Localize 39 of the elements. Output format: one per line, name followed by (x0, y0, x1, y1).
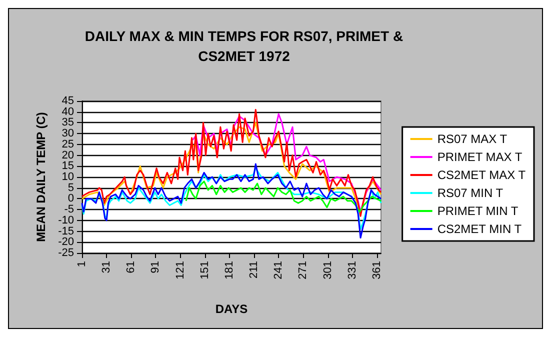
y-tick-label: 25 (62, 138, 74, 150)
x-tick-label: 241 (272, 261, 285, 280)
x-tick-label: 1 (76, 261, 88, 268)
y-tick-label: 20 (62, 149, 74, 162)
legend-label: PRIMET MIN T (437, 204, 519, 218)
x-tick-label: 31 (100, 261, 113, 274)
x-tick-label: 181 (223, 261, 236, 280)
line-series (185, 180, 382, 212)
x-tick-label: 121 (174, 261, 186, 280)
x-tick-label: 211 (248, 261, 260, 279)
legend-label: RS07 MIN T (437, 186, 504, 200)
x-axis-title: DAYS (215, 302, 248, 316)
y-tick-label: 15 (62, 160, 74, 172)
y-tick-label: -20 (58, 236, 74, 248)
y-tick-label: 10 (62, 171, 74, 183)
y-tick-label: 30 (62, 128, 74, 140)
legend-label: RS07 MAX T (437, 132, 508, 146)
x-tick-label: 151 (198, 261, 211, 280)
x-tick-label: 61 (125, 261, 138, 274)
chart-title: DAILY MAX & MIN TEMPS FOR RS07, PRIMET & CS2MET 1972 (84, 28, 404, 64)
y-axis-title: MEAN DAILY TEMP (C) (34, 112, 48, 242)
legend-label: CS2MET MIN T (437, 222, 522, 236)
x-tick-label: 331 (346, 261, 358, 280)
y-tick-label: -10 (58, 214, 74, 226)
x-tick-label: 361 (370, 261, 383, 280)
x-tick-label: 271 (297, 261, 310, 280)
line-series (192, 113, 382, 212)
y-tick-label: 5 (68, 182, 74, 194)
legend-label: PRIMET MAX T (437, 150, 523, 164)
x-tick-label: 91 (150, 261, 162, 274)
y-tick-label: 35 (62, 116, 74, 129)
y-tick-label: 0 (68, 192, 74, 205)
y-tick-label: -15 (58, 225, 74, 238)
y-tick-label: 45 (62, 95, 74, 107)
y-tick-label: 40 (62, 106, 74, 118)
x-tick-label: 301 (322, 261, 334, 280)
y-tick-label: -5 (64, 204, 74, 216)
y-tick-label: -25 (58, 247, 74, 259)
legend-label: CS2MET MAX T (437, 168, 526, 182)
